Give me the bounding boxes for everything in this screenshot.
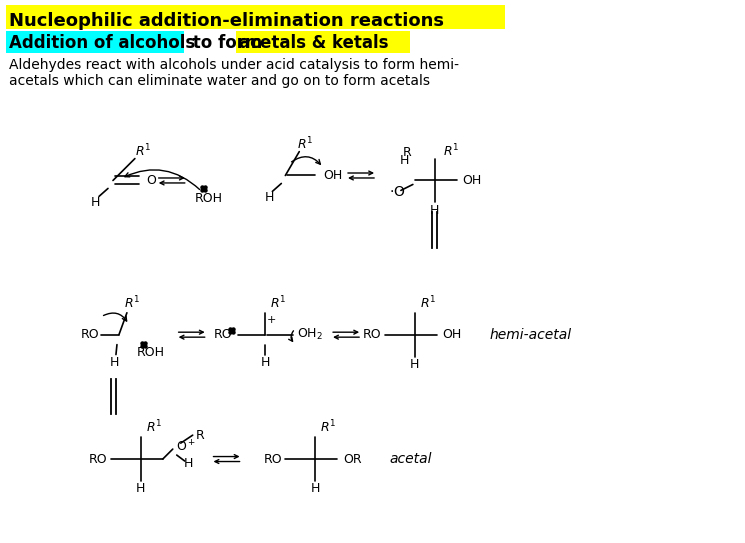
Text: RO: RO: [214, 328, 232, 341]
Text: $R^1$: $R^1$: [320, 419, 337, 435]
Text: RO: RO: [81, 328, 100, 341]
Text: R: R: [402, 146, 411, 159]
Text: $R^1$: $R^1$: [270, 294, 287, 311]
Text: OH: OH: [463, 174, 482, 187]
Text: RO: RO: [264, 452, 282, 465]
Text: OR: OR: [343, 452, 362, 465]
Text: H: H: [184, 457, 194, 470]
Text: RO: RO: [89, 452, 108, 465]
Text: H: H: [136, 482, 145, 495]
FancyBboxPatch shape: [235, 31, 410, 53]
Text: $R^1$: $R^1$: [297, 135, 314, 152]
Text: ROH: ROH: [137, 346, 165, 359]
Text: H: H: [410, 358, 419, 371]
Text: $R^1$: $R^1$: [146, 419, 162, 435]
FancyBboxPatch shape: [7, 31, 184, 53]
Text: H: H: [264, 191, 274, 204]
Text: RO: RO: [363, 328, 381, 341]
FancyBboxPatch shape: [7, 5, 504, 29]
Text: H: H: [311, 482, 320, 495]
Text: OH$_2$: OH$_2$: [297, 327, 323, 342]
Text: acetals & ketals: acetals & ketals: [238, 34, 388, 52]
Text: H: H: [430, 204, 440, 217]
Text: to form: to form: [187, 34, 267, 52]
Text: O: O: [146, 174, 156, 187]
Text: Nucleophilic addition-elimination reactions: Nucleophilic addition-elimination reacti…: [10, 12, 444, 30]
Text: OH: OH: [443, 328, 462, 341]
Text: $R^1$: $R^1$: [124, 294, 140, 311]
Text: H: H: [110, 356, 118, 369]
Text: $R^1$: $R^1$: [135, 142, 151, 159]
Text: H: H: [261, 356, 270, 369]
Text: R: R: [196, 428, 204, 441]
Text: Addition of alcohols: Addition of alcohols: [10, 34, 196, 52]
Text: acetals which can eliminate water and go on to form acetals: acetals which can eliminate water and go…: [10, 74, 431, 88]
Text: H: H: [90, 196, 100, 209]
Text: +: +: [267, 315, 276, 325]
Text: ROH: ROH: [194, 192, 223, 205]
Text: acetal: acetal: [390, 452, 432, 466]
Text: H: H: [400, 154, 410, 167]
Text: Aldehydes react with alcohols under acid catalysis to form hemi-: Aldehydes react with alcohols under acid…: [10, 58, 460, 72]
Text: OH: OH: [323, 169, 343, 182]
Text: $\cdot$O: $\cdot$O: [389, 185, 405, 199]
Text: $R^1$: $R^1$: [420, 294, 436, 311]
Text: hemi-acetal: hemi-acetal: [489, 327, 571, 342]
Text: O$^+$: O$^+$: [176, 439, 196, 454]
Text: $R^1$: $R^1$: [443, 142, 459, 159]
